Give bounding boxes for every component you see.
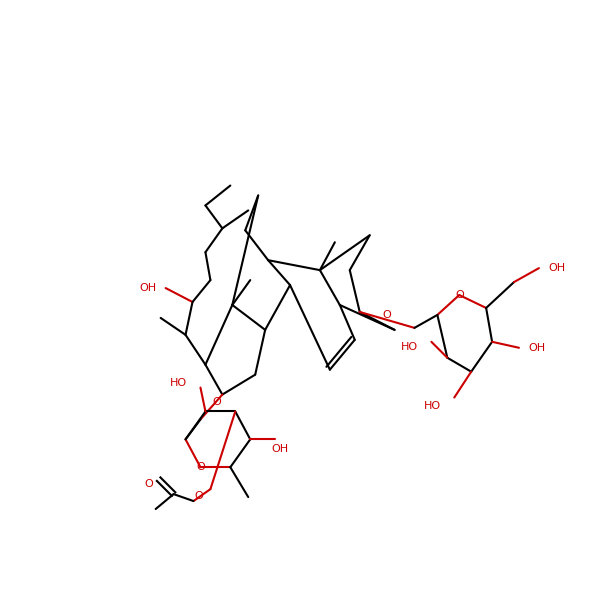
Text: OH: OH: [548, 263, 565, 273]
Text: O: O: [194, 491, 203, 501]
Text: O: O: [382, 310, 391, 320]
Text: OH: OH: [529, 343, 545, 353]
Text: OH: OH: [272, 445, 289, 454]
Text: O: O: [145, 479, 153, 489]
Text: O: O: [196, 462, 205, 472]
Text: O: O: [455, 290, 464, 300]
Text: O: O: [212, 397, 221, 407]
Text: HO: HO: [401, 342, 418, 352]
Text: OH: OH: [139, 283, 156, 293]
Text: HO: HO: [424, 401, 441, 410]
Text: HO: HO: [170, 377, 187, 388]
